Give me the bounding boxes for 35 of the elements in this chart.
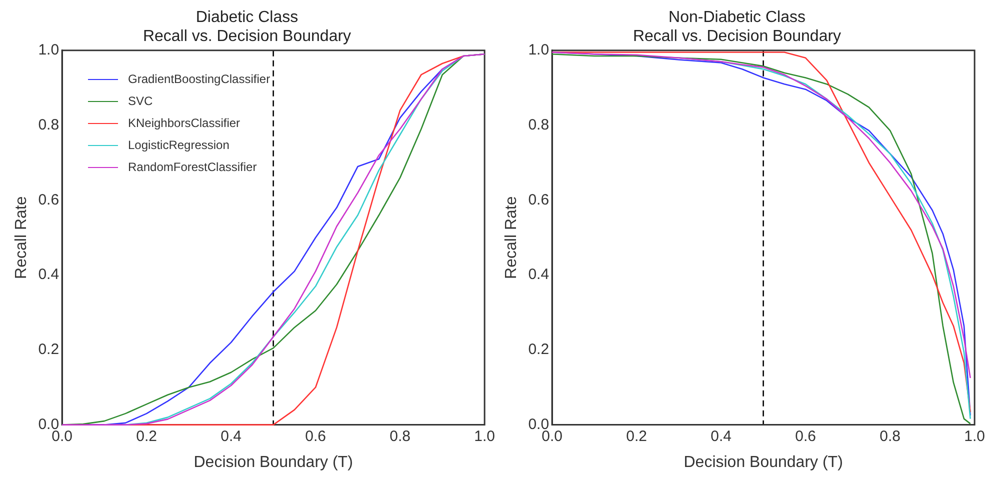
x-axis-title: Decision Boundary (T): [194, 454, 353, 471]
chart-title: Non-Diabetic Class: [668, 9, 806, 26]
x-tick-label: 1.0: [964, 428, 986, 445]
y-tick-label: 0.8: [528, 116, 550, 134]
x-axis-title: Decision Boundary (T): [684, 454, 843, 471]
x-tick-label: 0.0: [542, 428, 562, 445]
y-tick-label: 1.0: [528, 42, 550, 59]
legend-label: KNeighborsClassifier: [128, 115, 240, 132]
x-tick-label: 0.8: [880, 428, 900, 445]
chart-subtitle: Recall vs. Decision Boundary: [632, 28, 842, 46]
legend-label: RandomForestClassifier: [128, 159, 257, 176]
legend-label: GradientBoostingClassifier: [128, 71, 270, 88]
chart-subtitle: Recall vs. Decision Boundary: [142, 28, 352, 46]
y-tick-label: 1.0: [38, 42, 60, 59]
x-tick-label: 0.4: [220, 428, 242, 445]
y-axis-title: Recall Rate: [13, 196, 30, 279]
x-tick-label: 0.8: [390, 428, 410, 445]
x-tick-label: 1.0: [474, 428, 496, 445]
y-tick-label: 0.4: [38, 266, 60, 284]
x-tick-label: 0.6: [305, 428, 326, 445]
x-tick-label: 0.6: [795, 428, 816, 445]
x-tick-label: 0.2: [136, 428, 157, 445]
y-tick-label: 0.2: [38, 341, 60, 358]
x-tick-label: 0.4: [710, 428, 732, 445]
y-tick-label: 0.6: [38, 191, 60, 208]
y-tick-label: 0.4: [528, 266, 550, 284]
y-tick-label: 0.6: [528, 191, 550, 208]
x-tick-label: 0.0: [52, 428, 72, 445]
legend-label: SVC: [128, 93, 153, 110]
y-axis-title: Recall Rate: [503, 196, 520, 279]
y-tick-label: 0.8: [38, 116, 60, 134]
chart-title: Diabetic Class: [196, 9, 298, 26]
legend-label: LogisticRegression: [128, 137, 230, 154]
y-tick-label: 0.2: [528, 341, 550, 358]
x-tick-label: 0.2: [626, 428, 647, 445]
